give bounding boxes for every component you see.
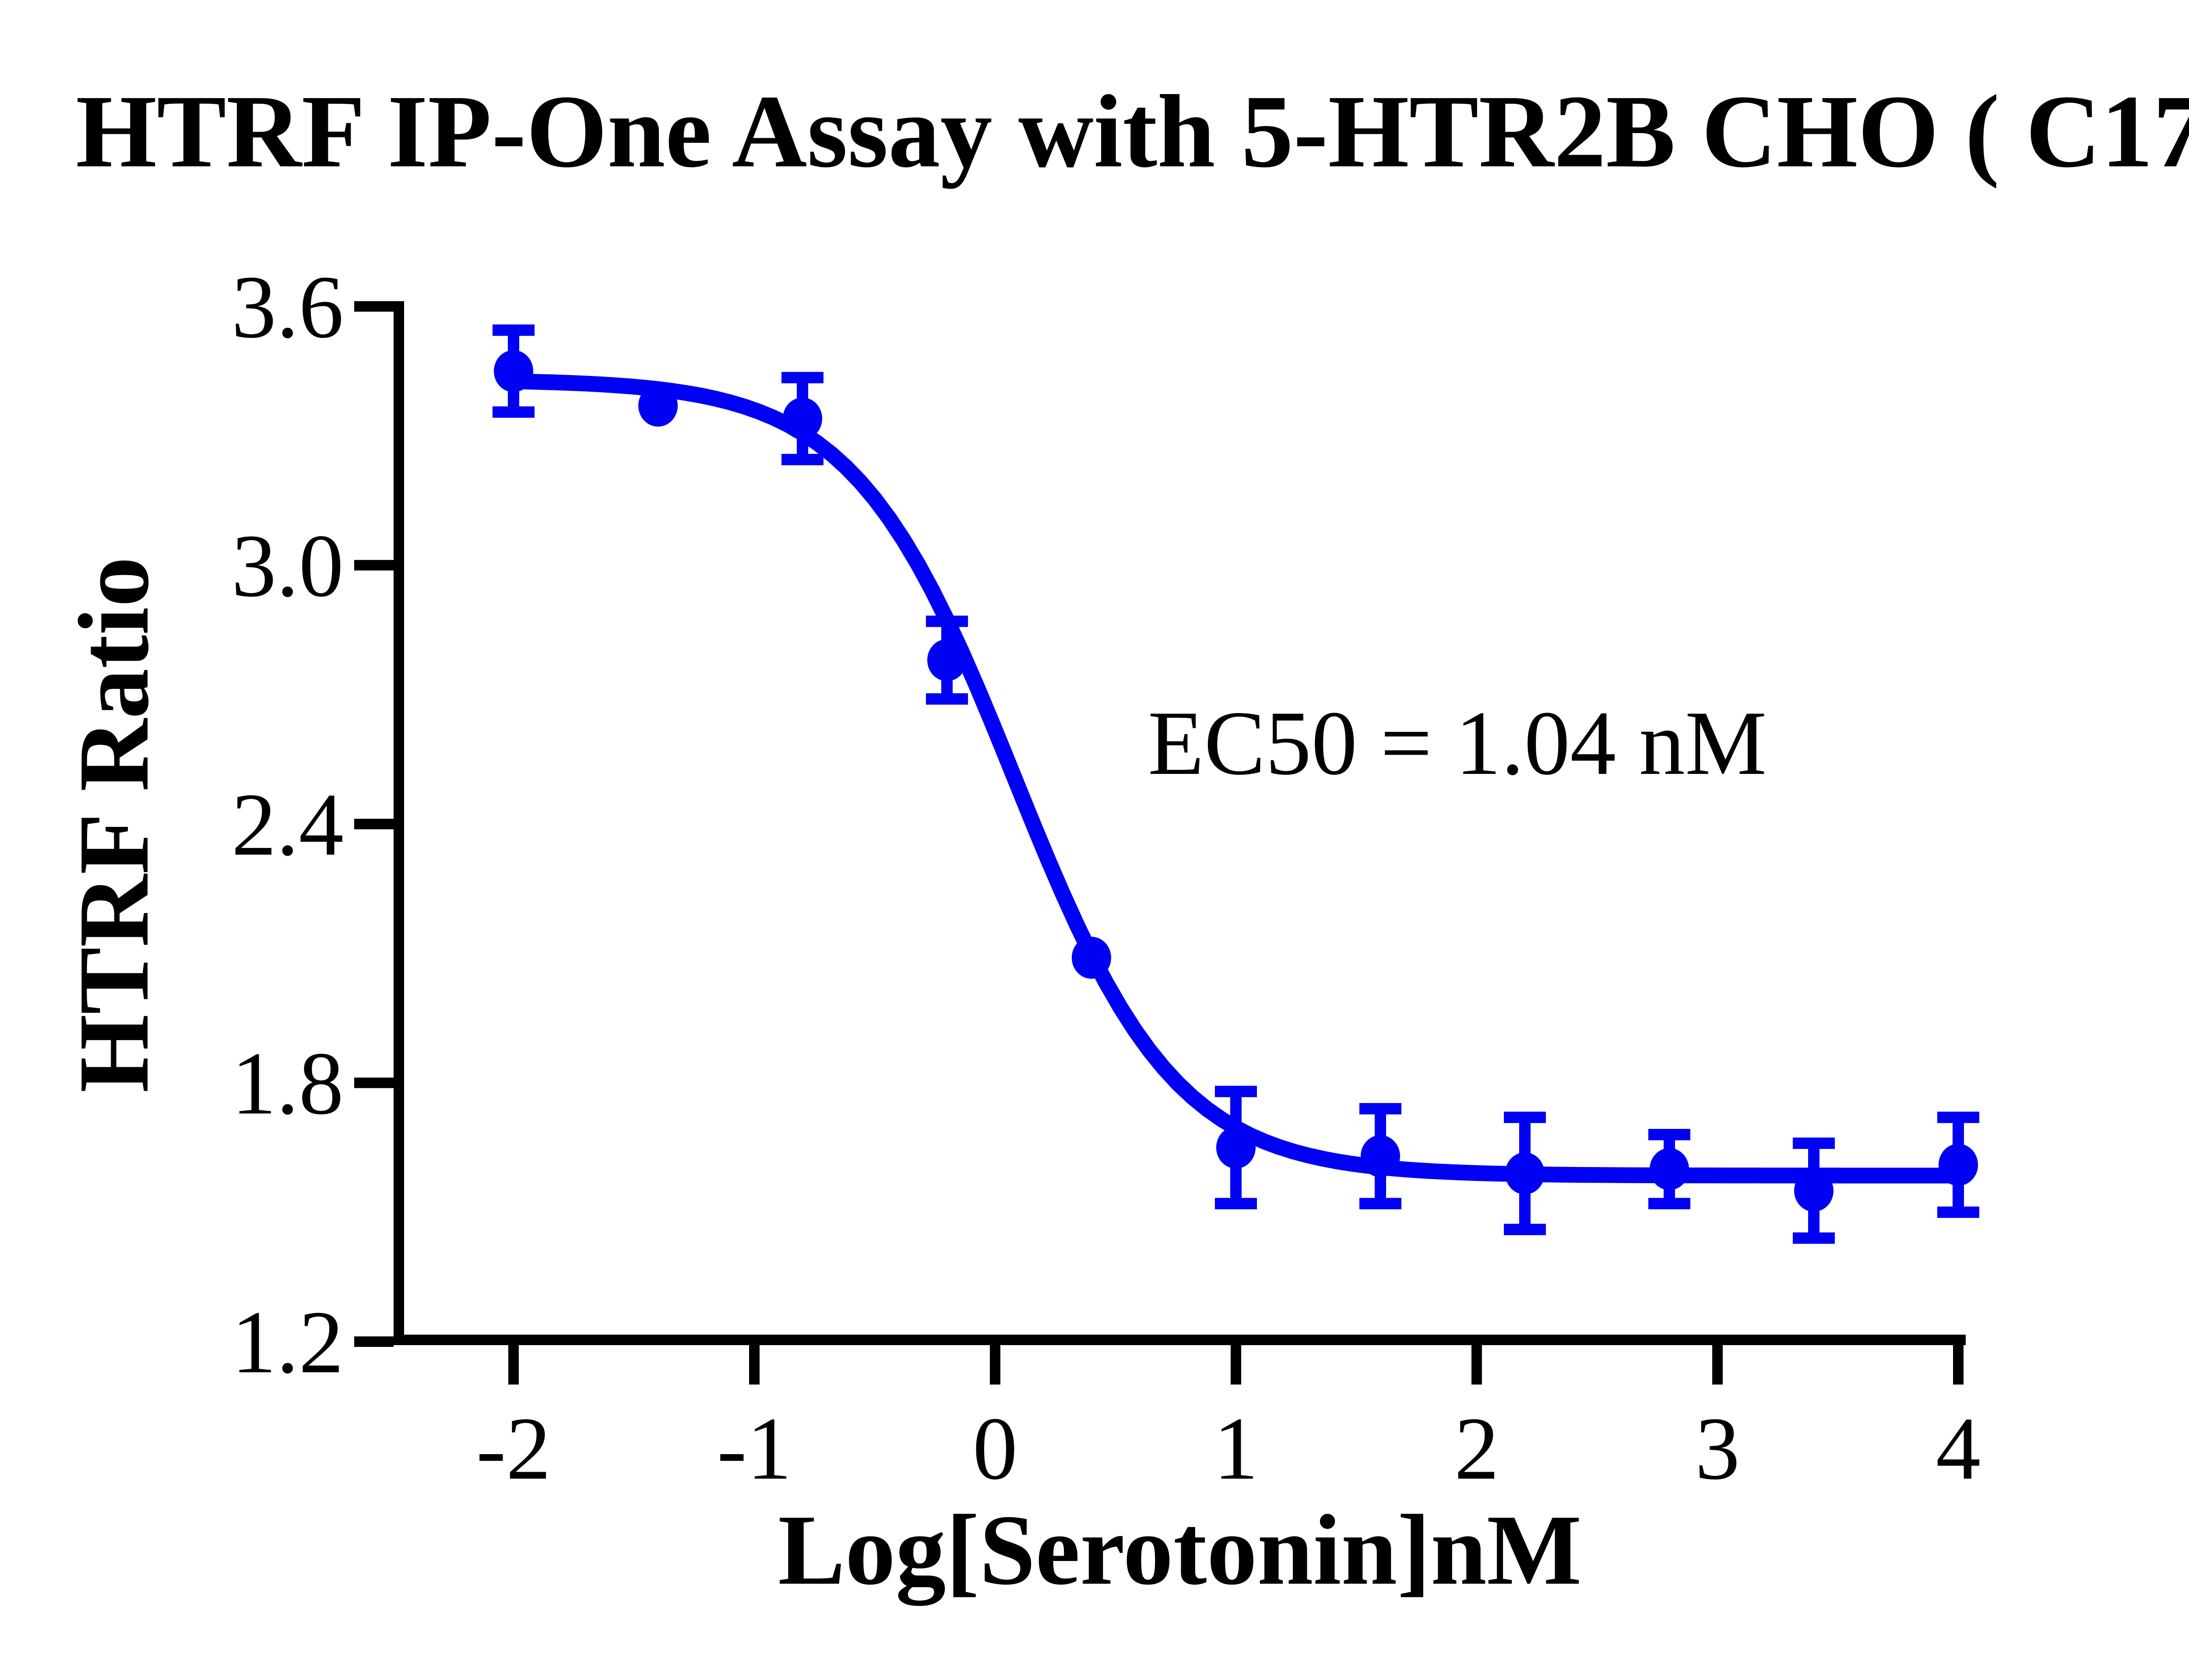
y-tick [354, 301, 394, 312]
x-tick [1712, 1345, 1723, 1385]
data-point-marker [1072, 936, 1111, 979]
chart-title: HTRF IP-One Assay with 5-HTR2B CHO ( C17… [76, 74, 2189, 189]
y-tick-label: 2.4 [232, 775, 344, 875]
x-tick-label: 1 [1214, 1399, 1259, 1498]
ec50-annotation: EC50 = 1.04 nM [1148, 692, 1767, 794]
data-point-marker [1361, 1135, 1400, 1177]
x-axis-line [394, 1335, 1966, 1345]
data-point-marker [927, 639, 967, 682]
data-point-marker [1505, 1152, 1545, 1195]
y-tick-label: 3.6 [232, 257, 344, 357]
y-tick [354, 1077, 394, 1088]
y-tick [354, 819, 394, 829]
x-tick [1953, 1345, 1964, 1385]
data-point-marker [638, 384, 678, 427]
data-point-marker [1939, 1143, 1978, 1186]
data-point-marker [1650, 1148, 1689, 1190]
data-layer [493, 324, 1979, 1244]
x-tick-label: -2 [476, 1399, 551, 1498]
y-tick [354, 560, 394, 571]
x-tick [1471, 1345, 1482, 1385]
x-tick-label: 2 [1454, 1399, 1499, 1498]
y-tick-label: 1.8 [232, 1034, 344, 1133]
data-point-marker [494, 350, 533, 392]
x-tick [1231, 1345, 1241, 1385]
x-tick [990, 1345, 1000, 1385]
x-tick [508, 1345, 519, 1385]
data-point-marker [1794, 1170, 1834, 1212]
x-tick-label: 4 [1936, 1399, 1981, 1498]
x-tick [749, 1345, 760, 1385]
x-tick-label: 0 [973, 1399, 1018, 1498]
data-point-marker [783, 397, 822, 440]
y-axis-label: HTRF Ratio [58, 557, 169, 1093]
x-tick-label: 3 [1695, 1399, 1740, 1498]
x-axis-label: Log[Serotonin]nM [778, 1494, 1582, 1606]
y-tick-label: 3.0 [232, 516, 344, 615]
x-tick-label: -1 [717, 1399, 792, 1498]
y-tick-label: 1.2 [232, 1293, 344, 1392]
y-tick [354, 1336, 394, 1347]
ticks-layer: -2 -1 0 1 2 3 4 3.6 3.0 2.4 1.8 1.2 [232, 257, 1981, 1498]
y-axis-line [394, 301, 404, 1345]
data-point-marker [1216, 1126, 1256, 1169]
